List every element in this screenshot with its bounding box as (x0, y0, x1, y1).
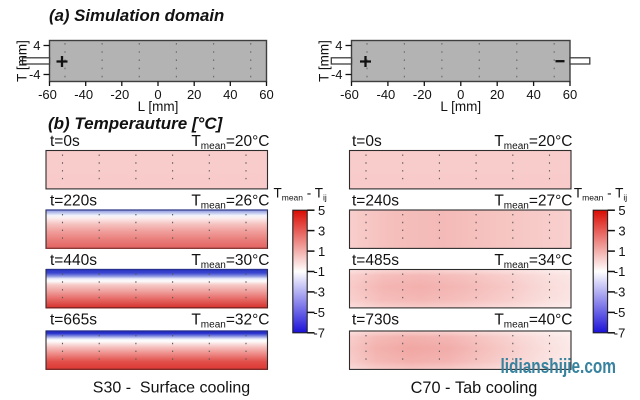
svg-text:T [mm]: T [mm] (15, 40, 30, 82)
svg-text:-1: -1 (614, 264, 626, 279)
svg-text:-5: -5 (313, 305, 325, 320)
svg-text:-20: -20 (110, 87, 129, 102)
svg-text:3: 3 (618, 223, 625, 238)
svg-text:40: 40 (526, 87, 540, 102)
svg-text:Tmean - Tij: Tmean - Tij (574, 186, 627, 203)
svg-text:20: 20 (187, 87, 201, 102)
svg-text:L [mm]: L [mm] (138, 99, 179, 114)
svg-text:5: 5 (318, 203, 325, 218)
svg-text:(b) Temperauture [°C]: (b) Temperauture [°C] (48, 114, 224, 133)
svg-text:t=665s: t=665s (50, 312, 97, 329)
svg-text:lidianshijie.com: lidianshijie.com (501, 356, 617, 378)
svg-text:-60: -60 (340, 87, 359, 102)
svg-text:Tmean=20°C: Tmean=20°C (494, 133, 572, 152)
svg-text:Tmean=32°C: Tmean=32°C (191, 312, 269, 331)
svg-text:Tmean=27°C: Tmean=27°C (494, 193, 572, 212)
svg-text:-40: -40 (377, 87, 396, 102)
svg-text:t=220s: t=220s (50, 193, 97, 210)
svg-text:-3: -3 (614, 285, 626, 300)
svg-text:-60: -60 (38, 87, 57, 102)
svg-text:-3: -3 (313, 285, 325, 300)
svg-text:1: 1 (618, 244, 625, 259)
svg-text:5: 5 (618, 203, 625, 218)
svg-text:t=0s: t=0s (50, 133, 80, 150)
svg-text:0: 0 (154, 87, 161, 102)
svg-text:40: 40 (223, 87, 237, 102)
svg-text:Tmean=30°C: Tmean=30°C (191, 252, 269, 271)
svg-text:-7: -7 (614, 326, 626, 341)
svg-text:3: 3 (318, 223, 325, 238)
svg-text:t=0s: t=0s (352, 133, 382, 150)
svg-text:-40: -40 (74, 87, 93, 102)
svg-text:t=485s: t=485s (352, 252, 399, 269)
svg-text:4: 4 (335, 38, 342, 53)
svg-text:t=440s: t=440s (50, 252, 97, 269)
svg-text:-4: -4 (331, 67, 343, 82)
svg-text:-5: -5 (614, 305, 626, 320)
svg-text:Tmean=34°C: Tmean=34°C (494, 252, 572, 271)
svg-text:Tmean=26°C: Tmean=26°C (191, 193, 269, 212)
svg-text:1: 1 (318, 244, 325, 259)
svg-text:Tmean=40°C: Tmean=40°C (494, 312, 572, 331)
svg-text:60: 60 (259, 87, 273, 102)
svg-text:t=240s: t=240s (352, 193, 399, 210)
svg-text:-20: -20 (413, 87, 432, 102)
svg-text:20: 20 (490, 87, 504, 102)
svg-text:-4: -4 (29, 67, 41, 82)
svg-text:0: 0 (457, 87, 464, 102)
svg-text:T [mm]: T [mm] (317, 40, 332, 82)
svg-text:-7: -7 (313, 326, 325, 341)
svg-text:(a) Simulation domain: (a) Simulation domain (49, 6, 224, 25)
svg-text:C70 - Tab cooling: C70 - Tab cooling (411, 379, 538, 397)
svg-text:4: 4 (33, 38, 40, 53)
svg-text:60: 60 (563, 87, 577, 102)
svg-text:t=730s: t=730s (352, 312, 399, 329)
svg-text:Tmean - Tij: Tmean - Tij (274, 186, 327, 203)
svg-text:Tmean=20°C: Tmean=20°C (191, 133, 269, 152)
svg-text:-1: -1 (313, 264, 325, 279)
svg-text:S30 - Surface cooling: S30 - Surface cooling (93, 380, 250, 397)
svg-text:L [mm]: L [mm] (440, 99, 481, 114)
